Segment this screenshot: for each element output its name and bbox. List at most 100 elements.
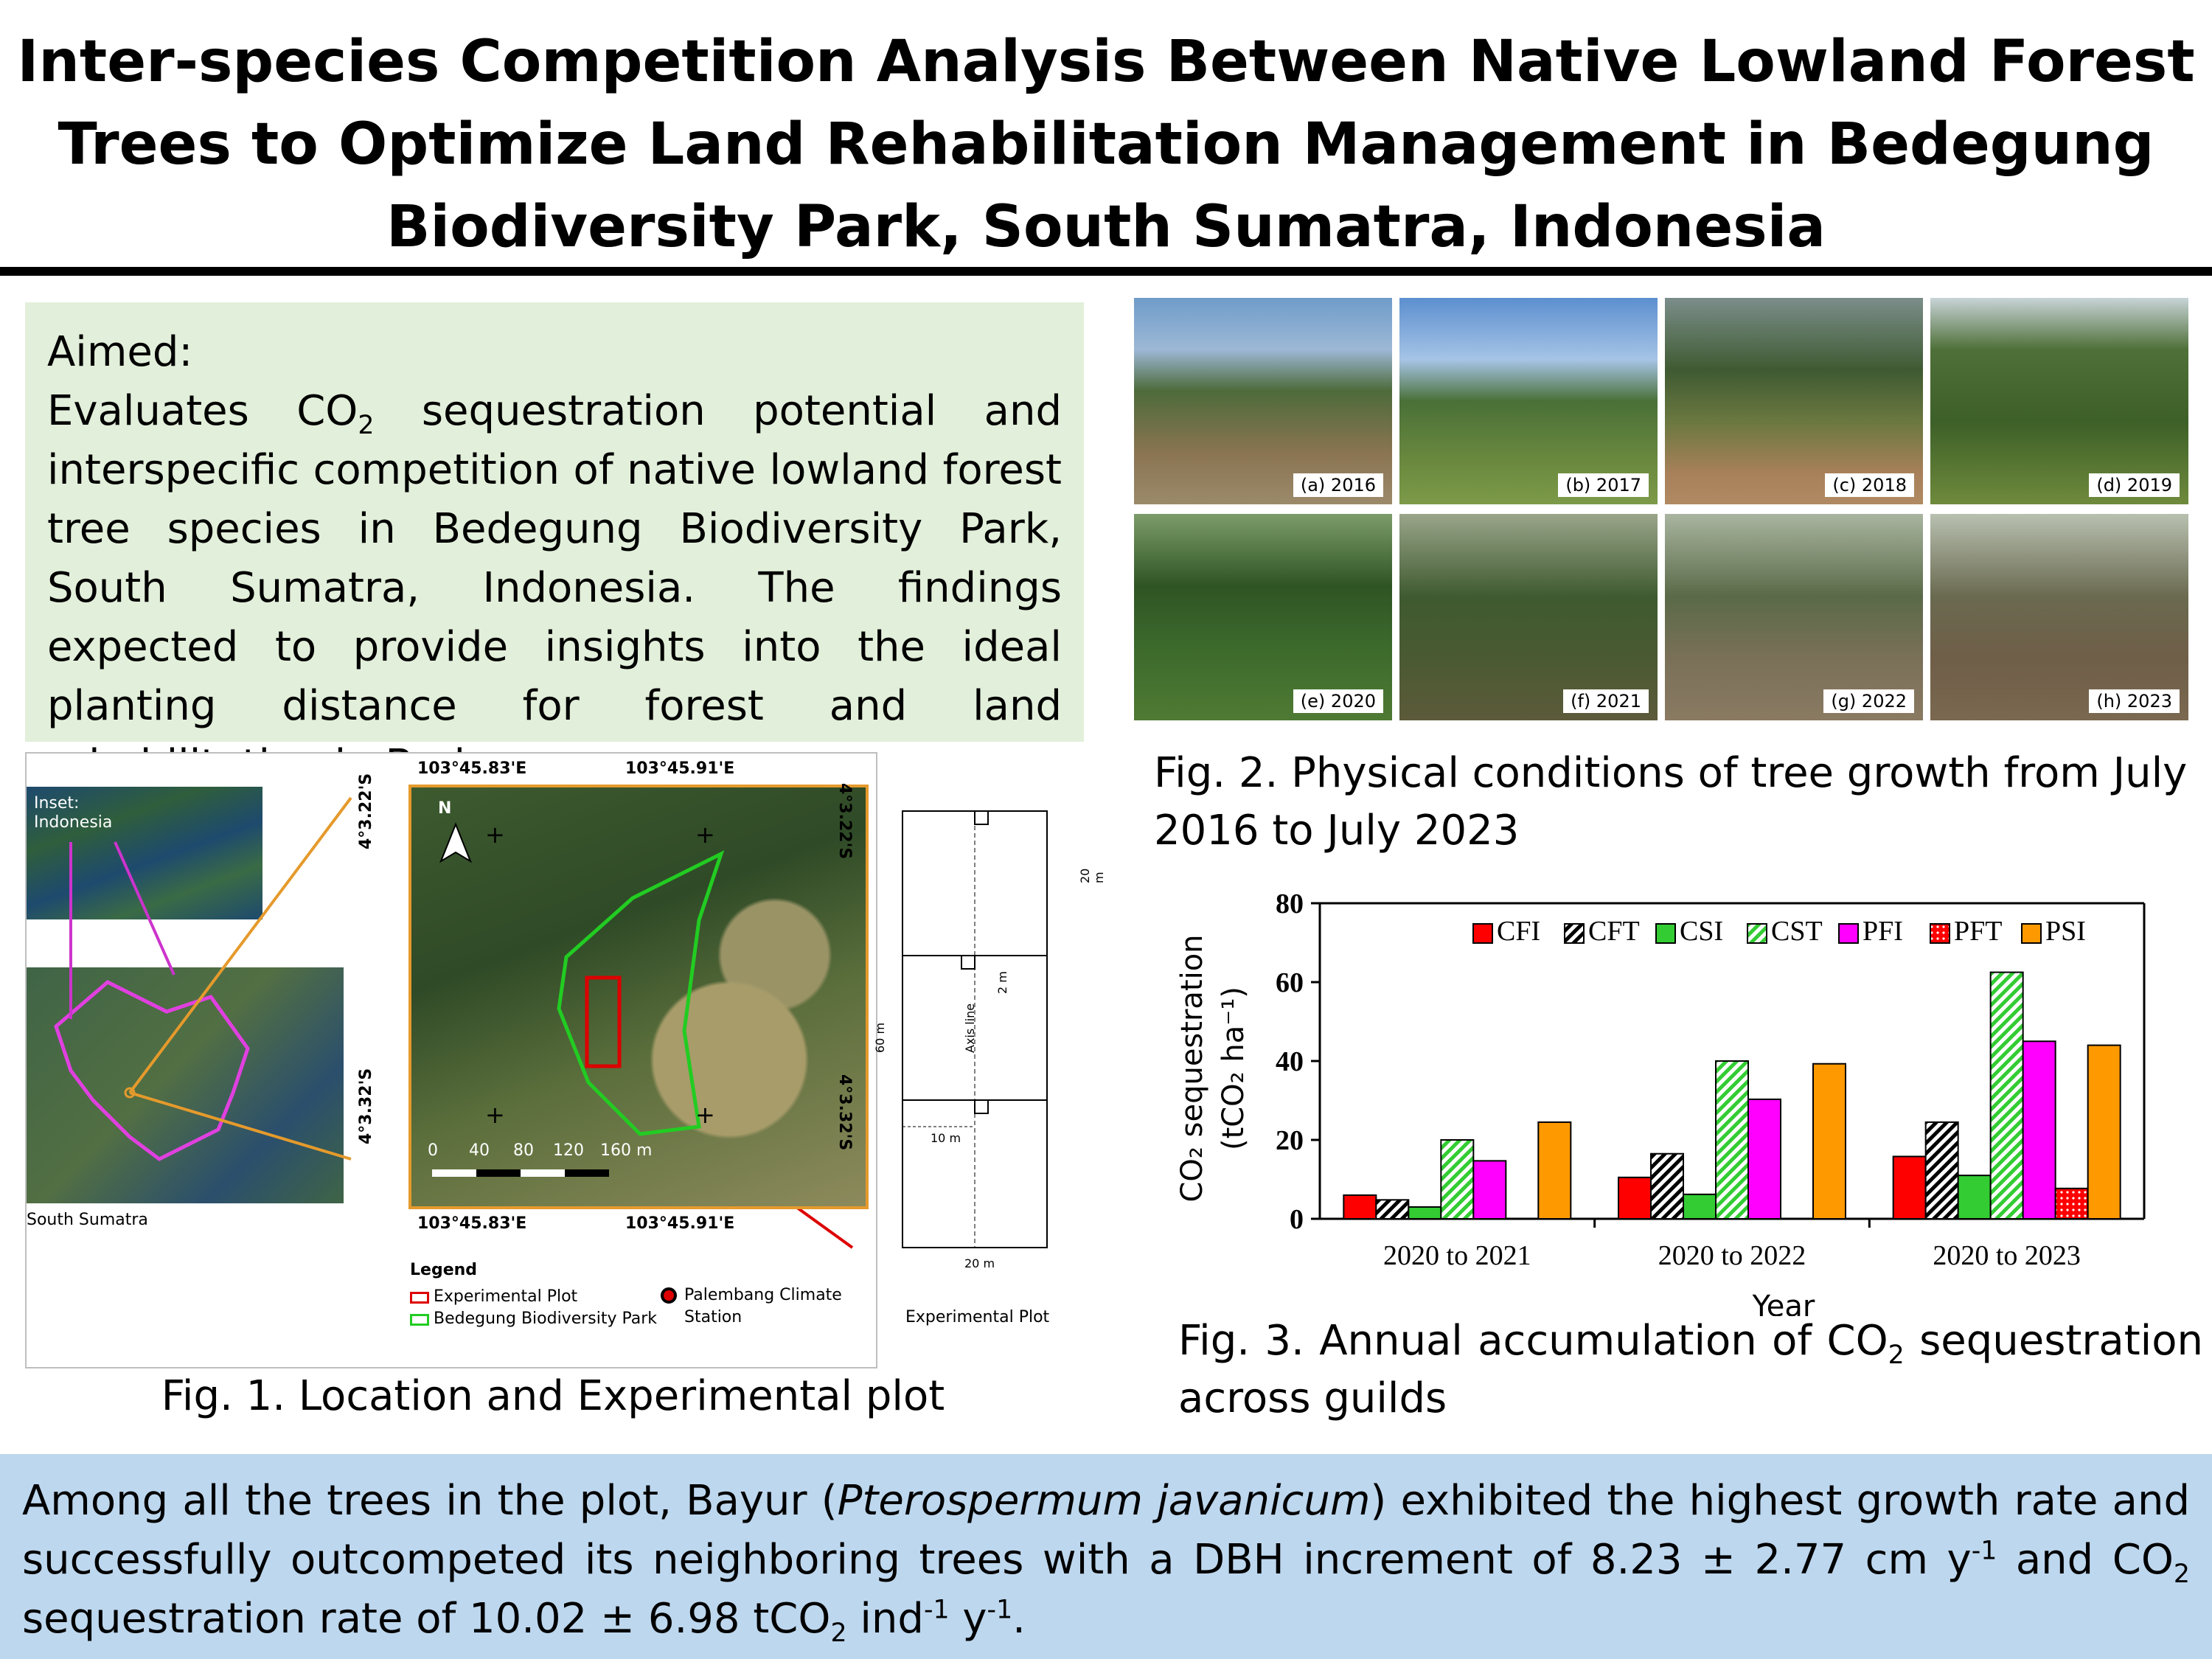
species-name: Pterospermum javanicum (837, 1477, 1371, 1525)
legend-label-pfi: PFI (1863, 916, 1903, 947)
legend-plot-label: Experimental Plot (434, 1287, 578, 1306)
inset-label: Inset: (34, 794, 80, 813)
region-label: South Sumatra (27, 1211, 148, 1229)
photo-2023: (h) 2023 (1930, 514, 2188, 720)
bar-cft (1375, 1199, 1410, 1220)
scale-160: 160 m (600, 1141, 653, 1160)
legend-label-csi: CSI (1680, 916, 1723, 947)
legend-park-swatch (410, 1314, 429, 1326)
scale-80: 80 (513, 1141, 534, 1160)
scale-40: 40 (469, 1141, 490, 1160)
legend-label-psi: PSI (2045, 916, 2086, 947)
bar-pfi (1747, 1098, 1781, 1220)
y-axis-title-line-1: CO₂ sequestration (1175, 934, 1209, 1202)
legend-label-cfi: CFI (1497, 916, 1540, 947)
park-boundary: + + + + (432, 821, 725, 1177)
conclusion-text: Among all the trees in the plot, Bayur (… (22, 1477, 2191, 1649)
title-line-2: Trees to Optimize Land Rehabilitation Ma… (58, 111, 2154, 178)
plot-title: Experimental Plot (905, 1308, 1050, 1326)
figure-1-caption: Fig. 1. Location and Experimental plot (161, 1372, 945, 1420)
figure-3-chart: 0 20 40 60 80 2020 to 2021 2020 to 2022 2020 to… (1156, 888, 2211, 1324)
photo-2022: (g) 2022 (1665, 514, 1923, 720)
y-tick-label: 20 (1276, 1125, 1304, 1156)
legend-swatch-csi (1655, 923, 1676, 944)
aim-text: Evaluates CO2 sequestration potential an… (47, 387, 1062, 789)
legend-swatch-pft (1930, 923, 1950, 944)
dim-10m: 10 m (931, 1131, 961, 1145)
bar-csi (1683, 1193, 1717, 1220)
bar-cfi (1618, 1176, 1652, 1220)
figure-1-map: Inset: Indonesia South Sumatra + + + + (25, 752, 877, 1368)
bar-pft (2054, 1187, 2089, 1220)
legend-park-label: Bedegung Biodiversity Park (434, 1310, 658, 1328)
axis-line-label: Axis line (963, 1003, 977, 1053)
legend-label-pft: PFT (1954, 916, 2002, 947)
x-category-label: 2020 to 2022 (1658, 1240, 1806, 1271)
svg-text:+: + (695, 821, 715, 849)
legend-title: Legend (410, 1261, 478, 1279)
bar-cfi (1892, 1155, 1927, 1220)
y-tick-label: 40 (1276, 1046, 1304, 1077)
conclusion-banner: Among all the trees in the plot, Bayur (… (0, 1454, 2212, 1659)
legend-station-label: Palembang Climate Station (684, 1286, 842, 1326)
bar-cft (1650, 1152, 1684, 1220)
photo-2021: (f) 2021 (1399, 514, 1658, 720)
bar-pfi (1472, 1160, 1507, 1220)
title-line-1: Inter-species Competition Analysis Betwe… (17, 29, 2195, 95)
coord-bottom-left: 103°45.83'E (417, 1214, 527, 1233)
x-category-label: 2020 to 2023 (1933, 1240, 2081, 1271)
aim-box: Aimed: Evaluates CO2 sequestration poten… (25, 302, 1084, 789)
bar-psi (2087, 1044, 2121, 1220)
dim-20m-bottom: 20 m (964, 1256, 995, 1270)
lat-top-right: 4°3.22'S (835, 783, 854, 860)
south-sumatra-map (27, 967, 344, 1203)
lat-bottom-right: 4°3.32'S (835, 1074, 854, 1151)
bar-chart-svg: 0 20 40 60 80 2020 to 2021 2020 to 2022 2020 to… (1175, 888, 2146, 1324)
svg-text:+: + (485, 821, 505, 849)
y-tick-label: 80 (1276, 888, 1304, 919)
y-axis-title-line-2: (tCO₂ ha⁻¹) (1217, 987, 1251, 1150)
bar-cft (1924, 1121, 1959, 1220)
bar-psi (1812, 1062, 1846, 1220)
legend-label-cst: CST (1771, 916, 1823, 947)
lat-bottom-left: 4°3.32'S (357, 1068, 375, 1144)
photo-2018: (c) 2018 (1665, 298, 1923, 504)
photo-2020: (e) 2020 (1134, 514, 1392, 720)
svg-text:+: + (695, 1101, 715, 1129)
figure-2-caption: Fig. 2. Physical conditions of tree grow… (1154, 749, 2188, 855)
y-tick-label: 60 (1276, 967, 1304, 998)
legend-swatch-pfi (1838, 923, 1859, 944)
climate-station-icon (661, 1287, 677, 1304)
inset-map-indonesia: Inset: Indonesia (27, 787, 262, 919)
photo-2019: (d) 2019 (1930, 298, 2188, 504)
bar-cst (1989, 971, 2024, 1220)
aerial-image: + + + + N 0 40 80 120 160 m (408, 785, 869, 1209)
scale-0: 0 (428, 1141, 438, 1160)
photo-2016: (a) 2016 (1134, 298, 1392, 504)
lat-top-left: 4°3.22'S (357, 773, 375, 849)
title-divider (0, 267, 2212, 276)
legend-label-cft: CFT (1588, 916, 1640, 947)
coord-bottom-right: 103°45.91'E (625, 1214, 735, 1233)
bar-cst (1440, 1139, 1475, 1220)
legend-swatch-psi (2021, 923, 2042, 944)
legend-plot-swatch (410, 1292, 429, 1304)
aim-heading: Aimed: (47, 328, 193, 376)
scale-120: 120 (553, 1141, 584, 1160)
legend-swatch-cfi (1472, 923, 1493, 944)
photo-2017: (b) 2017 (1399, 298, 1658, 504)
bar-cfi (1343, 1194, 1377, 1220)
bar-cst (1715, 1060, 1749, 1220)
title-line-3: Biodiversity Park, South Sumatra, Indone… (386, 194, 1826, 260)
coord-top-left: 103°45.83'E (417, 759, 527, 778)
y-tick-label: 0 (1290, 1204, 1304, 1235)
bar-csi (1957, 1175, 1992, 1220)
bar-csi (1408, 1206, 1442, 1220)
dim-2m: 2 m (995, 971, 1009, 994)
figure-3-caption: Fig. 3. Annual accumulation of CO2 seque… (1178, 1317, 2203, 1422)
bar-psi (1537, 1121, 1572, 1220)
legend-swatch-cst (1747, 923, 1767, 944)
coord-top-right: 103°45.91'E (625, 759, 735, 778)
x-category-label: 2020 to 2021 (1383, 1240, 1531, 1271)
experimental-plot-diagram: 20 m 60 m 2 m Axis line 10 m 20 m Experi… (873, 810, 1106, 1326)
